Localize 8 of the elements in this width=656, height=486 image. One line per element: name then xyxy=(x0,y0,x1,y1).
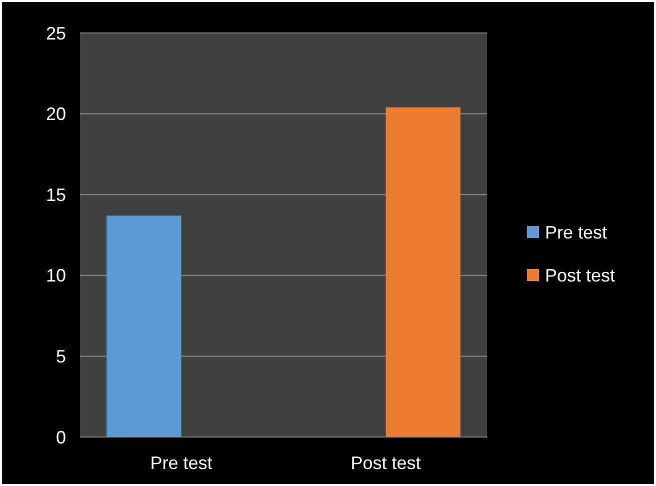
y-tick-label: 20 xyxy=(46,104,66,124)
y-tick-label: 5 xyxy=(56,346,66,366)
y-tick-label: 15 xyxy=(46,184,66,205)
legend-label: Pre test xyxy=(545,222,608,242)
y-tick-label: 25 xyxy=(46,23,66,44)
y-tick-label: 10 xyxy=(46,266,66,286)
y-tick-label: 0 xyxy=(56,427,66,448)
legend-label: Post test xyxy=(545,265,616,286)
